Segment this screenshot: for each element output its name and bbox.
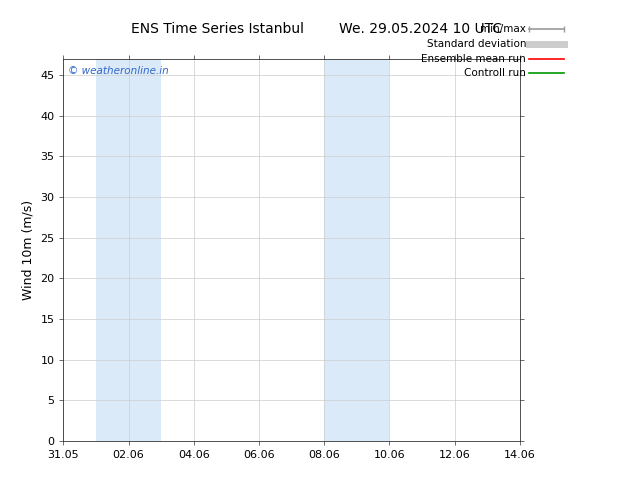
Bar	[96, 59, 161, 441]
Text: ENS Time Series Istanbul        We. 29.05.2024 10 UTC: ENS Time Series Istanbul We. 29.05.2024 …	[131, 22, 503, 36]
Text: © weatheronline.in: © weatheronline.in	[68, 67, 169, 76]
Y-axis label: Wind 10m (m/s): Wind 10m (m/s)	[22, 200, 35, 300]
Text: min/max: min/max	[481, 24, 526, 34]
Text: Controll run: Controll run	[464, 69, 526, 78]
Text: Ensemble mean run: Ensemble mean run	[422, 54, 526, 64]
Text: Standard deviation: Standard deviation	[427, 39, 526, 49]
Bar	[324, 59, 389, 441]
